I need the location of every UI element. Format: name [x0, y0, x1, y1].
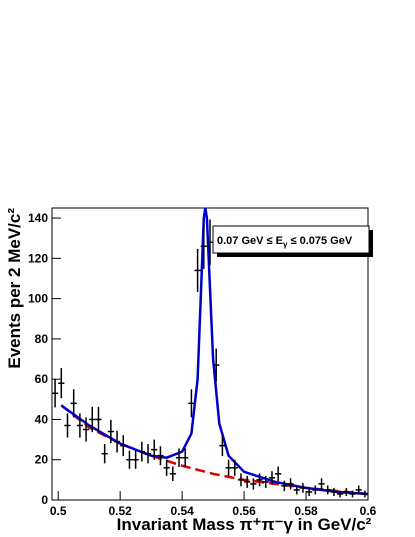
fit-curve: [60, 207, 369, 496]
annotation-text: 0.07 GeV ≤ E: [217, 235, 283, 247]
y-tick-label: 140: [28, 211, 48, 225]
annotation-text: ≤ 0.075 GeV: [287, 235, 352, 247]
x-tick-label: 0.52: [108, 504, 132, 518]
annotation: 0.07 GeV ≤ Eγ ≤ 0.075 GeV: [217, 235, 353, 249]
y-tick-label: 0: [41, 493, 48, 507]
y-tick-label: 20: [35, 453, 49, 467]
y-tick-label: 40: [35, 412, 49, 426]
x-tick-label: 0.54: [170, 504, 194, 518]
annotation-box: [212, 225, 370, 254]
y-tick-label: 60: [35, 372, 49, 386]
y-tick-label: 80: [35, 332, 49, 346]
annotation-sub: γ: [283, 240, 288, 249]
x-tick-label: 0.56: [232, 504, 256, 518]
x-tick-label: 0.58: [294, 504, 318, 518]
x-tick-label: 0.6: [360, 504, 377, 518]
y-tick-label: 100: [28, 292, 48, 306]
y-tick-label: 120: [28, 251, 48, 265]
x-tick-label: 0.5: [50, 504, 67, 518]
plot-frame: [51, 207, 369, 501]
x-axis-label: Invariant Mass π⁺π⁻γ in GeV/c²: [117, 515, 372, 534]
y-axis-label: Events per 2 MeV/c²: [5, 208, 24, 369]
